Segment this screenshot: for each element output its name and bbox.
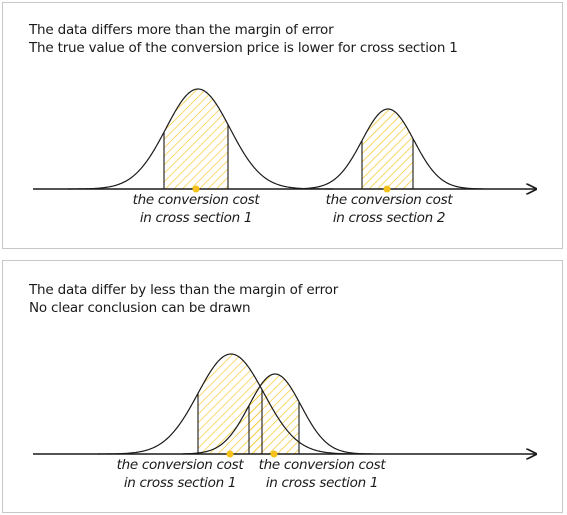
panel-1-confidence-areas (164, 89, 413, 189)
panel-overlapping-distributions: The data differ by less than the margin … (2, 260, 563, 513)
panel-1-distribution-curves (68, 88, 484, 190)
panel-1-distribution-2-curve (292, 108, 484, 190)
panel-2-distribution-1-curve (98, 353, 364, 455)
panel-1-subheadline: The true value of the conversion price i… (29, 40, 458, 56)
panel-2-label-1-line-2: in cross section 1 (124, 475, 236, 491)
panel-1-diagram: the conversion cost in cross section 1 t… (33, 88, 564, 226)
panel-2-label-2-line-1: the conversion cost (259, 457, 387, 473)
panel-2-diagram: the conversion cost in cross section 1 t… (33, 353, 564, 491)
panel-2-mean-marker-2 (270, 450, 278, 458)
panel-1-label-2-line-2: in cross section 2 (333, 210, 445, 226)
panel-2-label-2-line-2: in cross section 1 (266, 475, 378, 491)
panel-1-mean-marker-1 (192, 185, 200, 193)
panel-2-interval-bounds (197, 389, 300, 454)
panel-1-headline: The data differs more than the margin of… (29, 22, 334, 38)
panel-1-label-1-line-2: in cross section 1 (140, 210, 252, 226)
panel-2-distribution-1-hatch (198, 354, 262, 454)
panel-2-distribution-curves (98, 353, 374, 455)
panel-1-label-2-line-1: the conversion cost (326, 192, 454, 208)
panel-2-mean-marker-1 (226, 450, 234, 458)
panel-1-label-1-line-1: the conversion cost (133, 192, 261, 208)
panel-distinct-distributions: The data differs more than the margin of… (2, 2, 563, 249)
panel-2-subheadline: No clear conclusion can be drawn (29, 300, 251, 316)
panel-1-interval-bounds (163, 124, 414, 189)
panel-2-distribution-2-curve (182, 373, 374, 455)
panel-1-mean-marker-2 (383, 185, 391, 193)
panel-2-headline: The data differ by less than the margin … (29, 282, 339, 298)
panel-1-distribution-1-hatch (164, 89, 228, 189)
panel-2-label-1-line-1: the conversion cost (117, 457, 245, 473)
panel-1-distribution-2-hatch (362, 109, 413, 189)
panel-1-distribution-1-curve (68, 88, 334, 190)
